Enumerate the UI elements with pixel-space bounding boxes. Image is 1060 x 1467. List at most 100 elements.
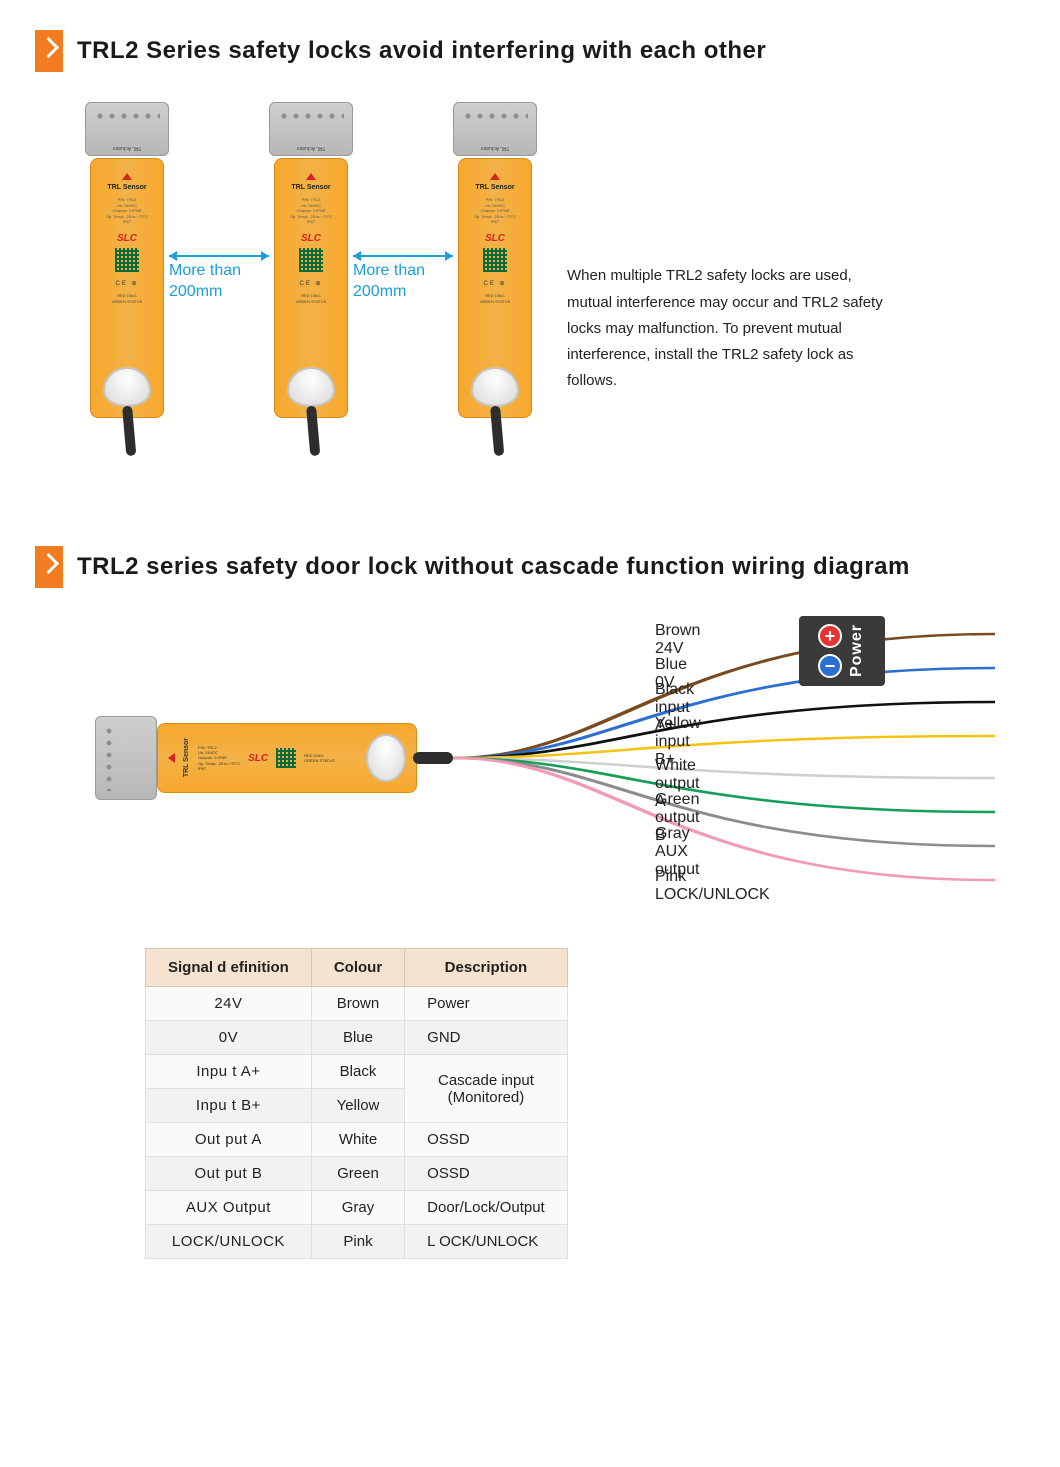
qr-icon xyxy=(483,248,507,272)
section2-body: TRL Sensor P/N: TRL2Us: 24VDCOutputs: 2×… xyxy=(95,618,995,1259)
sensor-window-icon xyxy=(103,367,151,407)
cell-colour: Yellow xyxy=(311,1089,404,1123)
led-label: RED DIAGGREEN STATUS xyxy=(296,293,327,304)
table-row: 0VBlueGND xyxy=(146,1021,568,1055)
sensor-spec: P/N: TRL2Us: 24VDCOutputs: 2×PNPOp. Temp… xyxy=(198,745,240,771)
sensor-label: TRL Sensor xyxy=(475,184,514,191)
sensor-body: TRL Sensor P/N: TRL2Us: 24VDCOutputs: 2×… xyxy=(90,158,164,418)
table-row: LOCK/UNLOCKPinkL OCK/UNLOCK xyxy=(146,1225,568,1259)
lock-unit: TRL Sensor P/N: TRL2Us: 24VDCOutputs: 2×… xyxy=(453,102,537,456)
cell-signal: 24V xyxy=(146,987,312,1021)
locks-row: TRL Sensor P/N: TRL2Us: 24VDCOutputs: 2×… xyxy=(85,102,537,456)
led-label: RED DIAGGREEN STATUS xyxy=(480,293,511,304)
spacing-text: More than200mm xyxy=(353,261,453,303)
cell-desc: OSSD xyxy=(405,1123,568,1157)
chevron-icon xyxy=(35,30,63,72)
th-colour: Colour xyxy=(311,949,404,987)
brand-label: SLC xyxy=(248,753,268,764)
wire-label: Gray AUX output xyxy=(655,835,699,869)
cell-signal: Out put A xyxy=(146,1123,312,1157)
section1-description: When multiple TRL2 safety locks are used… xyxy=(567,263,887,394)
sensor-label: TRL Sensor xyxy=(107,184,146,191)
brand-label: SLC xyxy=(485,233,505,244)
sensor-window-icon xyxy=(287,367,335,407)
power-box: + − Power xyxy=(799,616,885,686)
qr-icon xyxy=(299,248,323,272)
wiring-diagram: TRL Sensor P/N: TRL2Us: 24VDCOutputs: 2×… xyxy=(95,618,995,898)
wire-label: Brown 24V xyxy=(655,623,700,657)
section1-heading: TRL2 Series safety locks avoid interferi… xyxy=(35,30,1025,72)
sensor-spec: P/N: TRL2Us: 24VDCOutputs: 2×PNPOp. Temp… xyxy=(474,197,516,225)
sensor-window-icon xyxy=(471,367,519,407)
power-symbols: + − xyxy=(818,624,842,678)
cell-desc: GND xyxy=(405,1021,568,1055)
cable-icon xyxy=(413,752,453,764)
wire-path xyxy=(453,668,995,758)
spacing-label: More than200mm xyxy=(353,255,453,303)
device-horizontal: TRL Sensor P/N: TRL2Us: 24VDCOutputs: 2×… xyxy=(95,716,453,800)
ce-label: CE ⊕ xyxy=(115,280,138,287)
cell-colour: Brown xyxy=(311,987,404,1021)
signal-table: Signal d efinition Colour Description 24… xyxy=(145,948,568,1259)
cell-signal: Inpu t A+ xyxy=(146,1055,312,1089)
sensor-body: TRL Sensor P/N: TRL2Us: 24VDCOutputs: 2×… xyxy=(157,723,417,793)
table-row: Out put BGreenOSSD xyxy=(146,1157,568,1191)
qr-icon xyxy=(115,248,139,272)
sensor-body: TRL Sensor P/N: TRL2Us: 24VDCOutputs: 2×… xyxy=(458,158,532,418)
cell-desc: Door/Lock/Output xyxy=(405,1191,568,1225)
section2-heading: TRL2 series safety door lock without cas… xyxy=(35,546,1025,588)
section1-title: TRL2 Series safety locks avoid interferi… xyxy=(77,37,766,65)
led-label: RED DIAGGREEN STATUS xyxy=(304,753,335,763)
ce-label: CE ⊕ xyxy=(483,280,506,287)
cell-desc: OSSD xyxy=(405,1157,568,1191)
th-desc: Description xyxy=(405,949,568,987)
cell-colour: White xyxy=(311,1123,404,1157)
table-row: 24VBrownPower xyxy=(146,987,568,1021)
sensor-body: TRL Sensor P/N: TRL2Us: 24VDCOutputs: 2×… xyxy=(274,158,348,418)
cell-signal: 0V xyxy=(146,1021,312,1055)
minus-icon: − xyxy=(818,654,842,678)
brand-label: SLC xyxy=(301,233,321,244)
cell-colour: Pink xyxy=(311,1225,404,1259)
triangle-icon xyxy=(306,173,316,180)
cell-signal: Inpu t B+ xyxy=(146,1089,312,1123)
section2-title: TRL2 series safety door lock without cas… xyxy=(77,553,910,581)
wire-label: Pink LOCK/UNLOCK xyxy=(655,869,770,903)
qr-icon xyxy=(276,748,296,768)
cell-colour: Gray xyxy=(311,1191,404,1225)
actuator-icon xyxy=(453,102,537,156)
triangle-icon xyxy=(490,173,500,180)
cell-signal: Out put B xyxy=(146,1157,312,1191)
actuator-icon xyxy=(269,102,353,156)
table-row: Out put AWhiteOSSD xyxy=(146,1123,568,1157)
led-label: RED DIAGGREEN STATUS xyxy=(112,293,143,304)
sensor-spec: P/N: TRL2Us: 24VDCOutputs: 2×PNPOp. Temp… xyxy=(290,197,332,225)
sensor-label: TRL Sensor xyxy=(183,738,190,777)
wires-svg xyxy=(453,618,995,898)
triangle-icon xyxy=(122,173,132,180)
ce-label: CE ⊕ xyxy=(299,280,322,287)
cell-desc: L OCK/UNLOCK xyxy=(405,1225,568,1259)
cell-desc: Cascade input(Monitored) xyxy=(405,1055,568,1123)
sensor-spec: P/N: TRL2Us: 24VDCOutputs: 2×PNPOp. Temp… xyxy=(106,197,148,225)
brand-label: SLC xyxy=(117,233,137,244)
sensor-label: TRL Sensor xyxy=(291,184,330,191)
actuator-icon xyxy=(95,716,157,800)
th-signal: Signal d efinition xyxy=(146,949,312,987)
section1-body: TRL Sensor P/N: TRL2Us: 24VDCOutputs: 2×… xyxy=(85,102,995,456)
lock-unit: TRL Sensor P/N: TRL2Us: 24VDCOutputs: 2×… xyxy=(269,102,353,456)
table-row: AUX OutputGrayDoor/Lock/Output xyxy=(146,1191,568,1225)
plus-icon: + xyxy=(818,624,842,648)
wire-label: Yellow input B+ xyxy=(655,725,701,759)
actuator-icon xyxy=(85,102,169,156)
cell-colour: Green xyxy=(311,1157,404,1191)
spacing-label: More than200mm xyxy=(169,255,269,303)
sensor-window-icon xyxy=(366,734,406,782)
cell-colour: Blue xyxy=(311,1021,404,1055)
cell-signal: AUX Output xyxy=(146,1191,312,1225)
arrow-icon xyxy=(353,255,453,257)
arrow-icon xyxy=(169,255,269,257)
cell-signal: LOCK/UNLOCK xyxy=(146,1225,312,1259)
cell-colour: Black xyxy=(311,1055,404,1089)
triangle-icon xyxy=(168,753,175,763)
